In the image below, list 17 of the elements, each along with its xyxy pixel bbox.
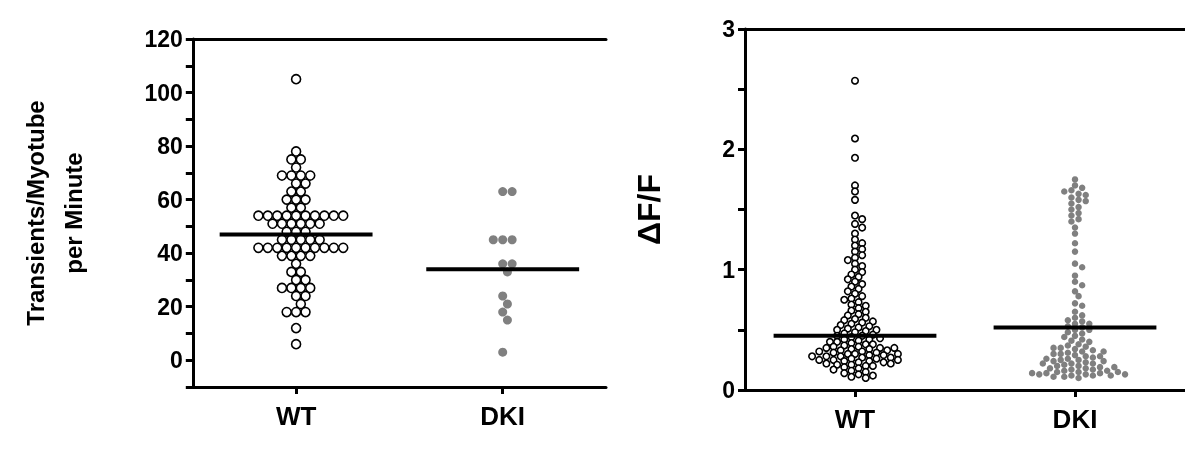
x-tick-label: WT: [275, 401, 317, 431]
y-tick-label: 20: [157, 293, 183, 320]
x-tick-label: WT: [834, 404, 876, 434]
y-tick-label: 3: [722, 16, 735, 42]
y-tick-label: 40: [157, 240, 183, 267]
y-axis-title: Transients/Myotube per Minute: [21, 100, 88, 326]
x-tick-label: DKI: [1052, 404, 1098, 434]
y-tick-label: 0: [170, 347, 183, 374]
y-tick-label: 2: [722, 136, 735, 163]
y-tick-label: 120: [144, 26, 183, 52]
y-tick-label: 80: [157, 133, 183, 160]
x-tick-label: DKI: [480, 401, 526, 431]
y-tick-label: 1: [722, 256, 736, 283]
y-axis-title: ΔF/F: [631, 174, 668, 245]
y-tick-label: 60: [157, 186, 183, 213]
y-tick-label: 0: [722, 377, 735, 403]
y-tick-label: 100: [144, 79, 183, 106]
